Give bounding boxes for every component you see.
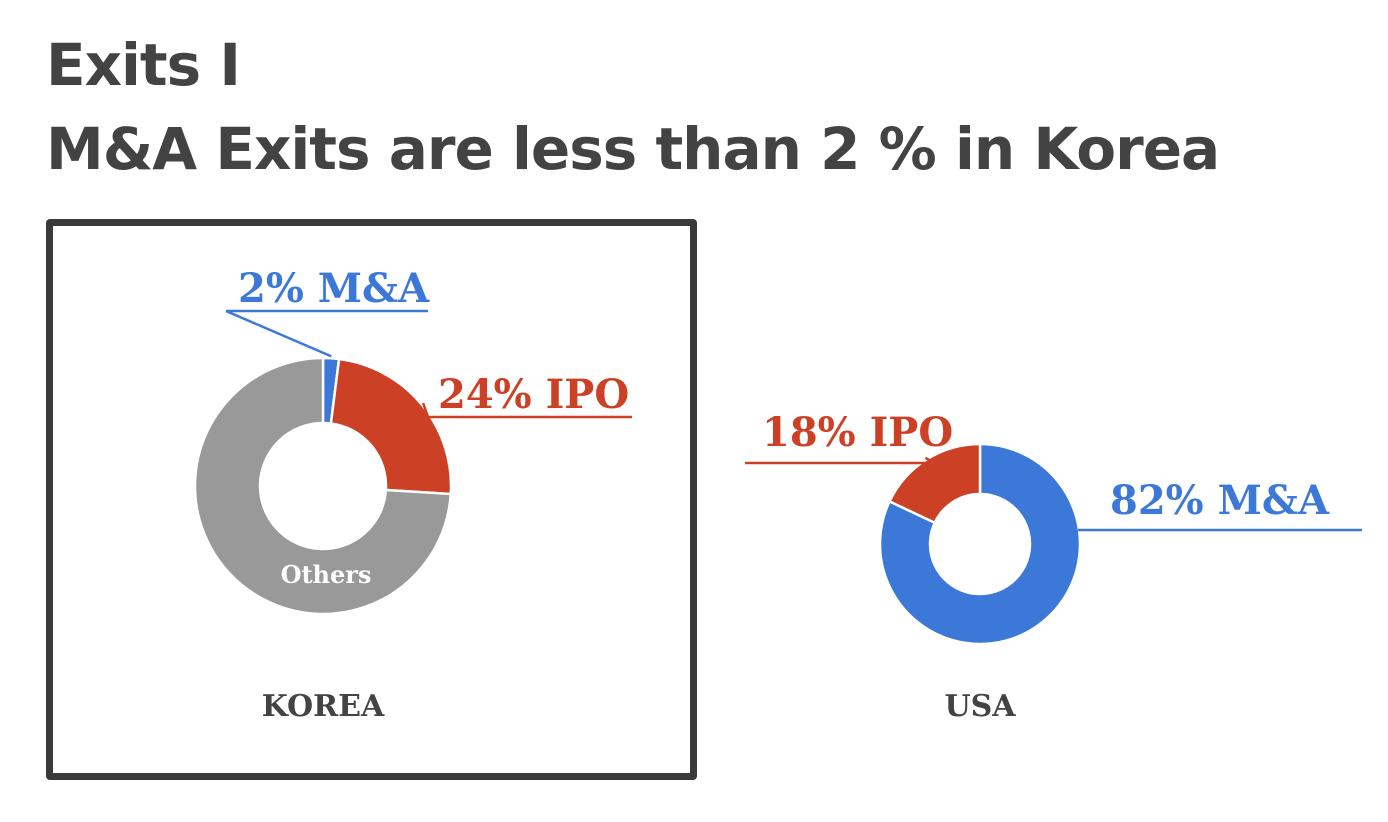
slice-ipo-korea (329, 357, 453, 496)
slice-others-korea (193, 356, 453, 616)
slice-label-ipo-usa: 18% IPO (762, 409, 953, 456)
chart-caption-korea: KOREA (262, 689, 385, 724)
slice-ipo-usa (887, 442, 982, 525)
page-subtitle: M&A Exits are less than 2 % in Korea (46, 115, 1220, 183)
slice-label-ipo-korea: 24% IPO (438, 371, 629, 418)
slice-label-ma-korea: 2% M&A (238, 265, 430, 312)
korea-highlight-box (46, 219, 697, 780)
slice-ma-usa (878, 442, 1082, 646)
leader-line-ipo-korea (421, 402, 430, 418)
donut-chart-usa: 82% M&A 18% IPO USA (745, 409, 1362, 724)
donut-chart-korea: 2% M&A 24% IPO Others KOREA (193, 265, 632, 724)
chart-caption-usa: USA (944, 689, 1016, 724)
slice-label-ma-usa: 82% M&A (1110, 477, 1330, 524)
slice-label-others-korea: Others (281, 560, 372, 589)
leader-line-ma-korea (225, 309, 332, 358)
page-title: Exits I (46, 31, 241, 99)
leader-line-ipo-usa (924, 456, 936, 465)
